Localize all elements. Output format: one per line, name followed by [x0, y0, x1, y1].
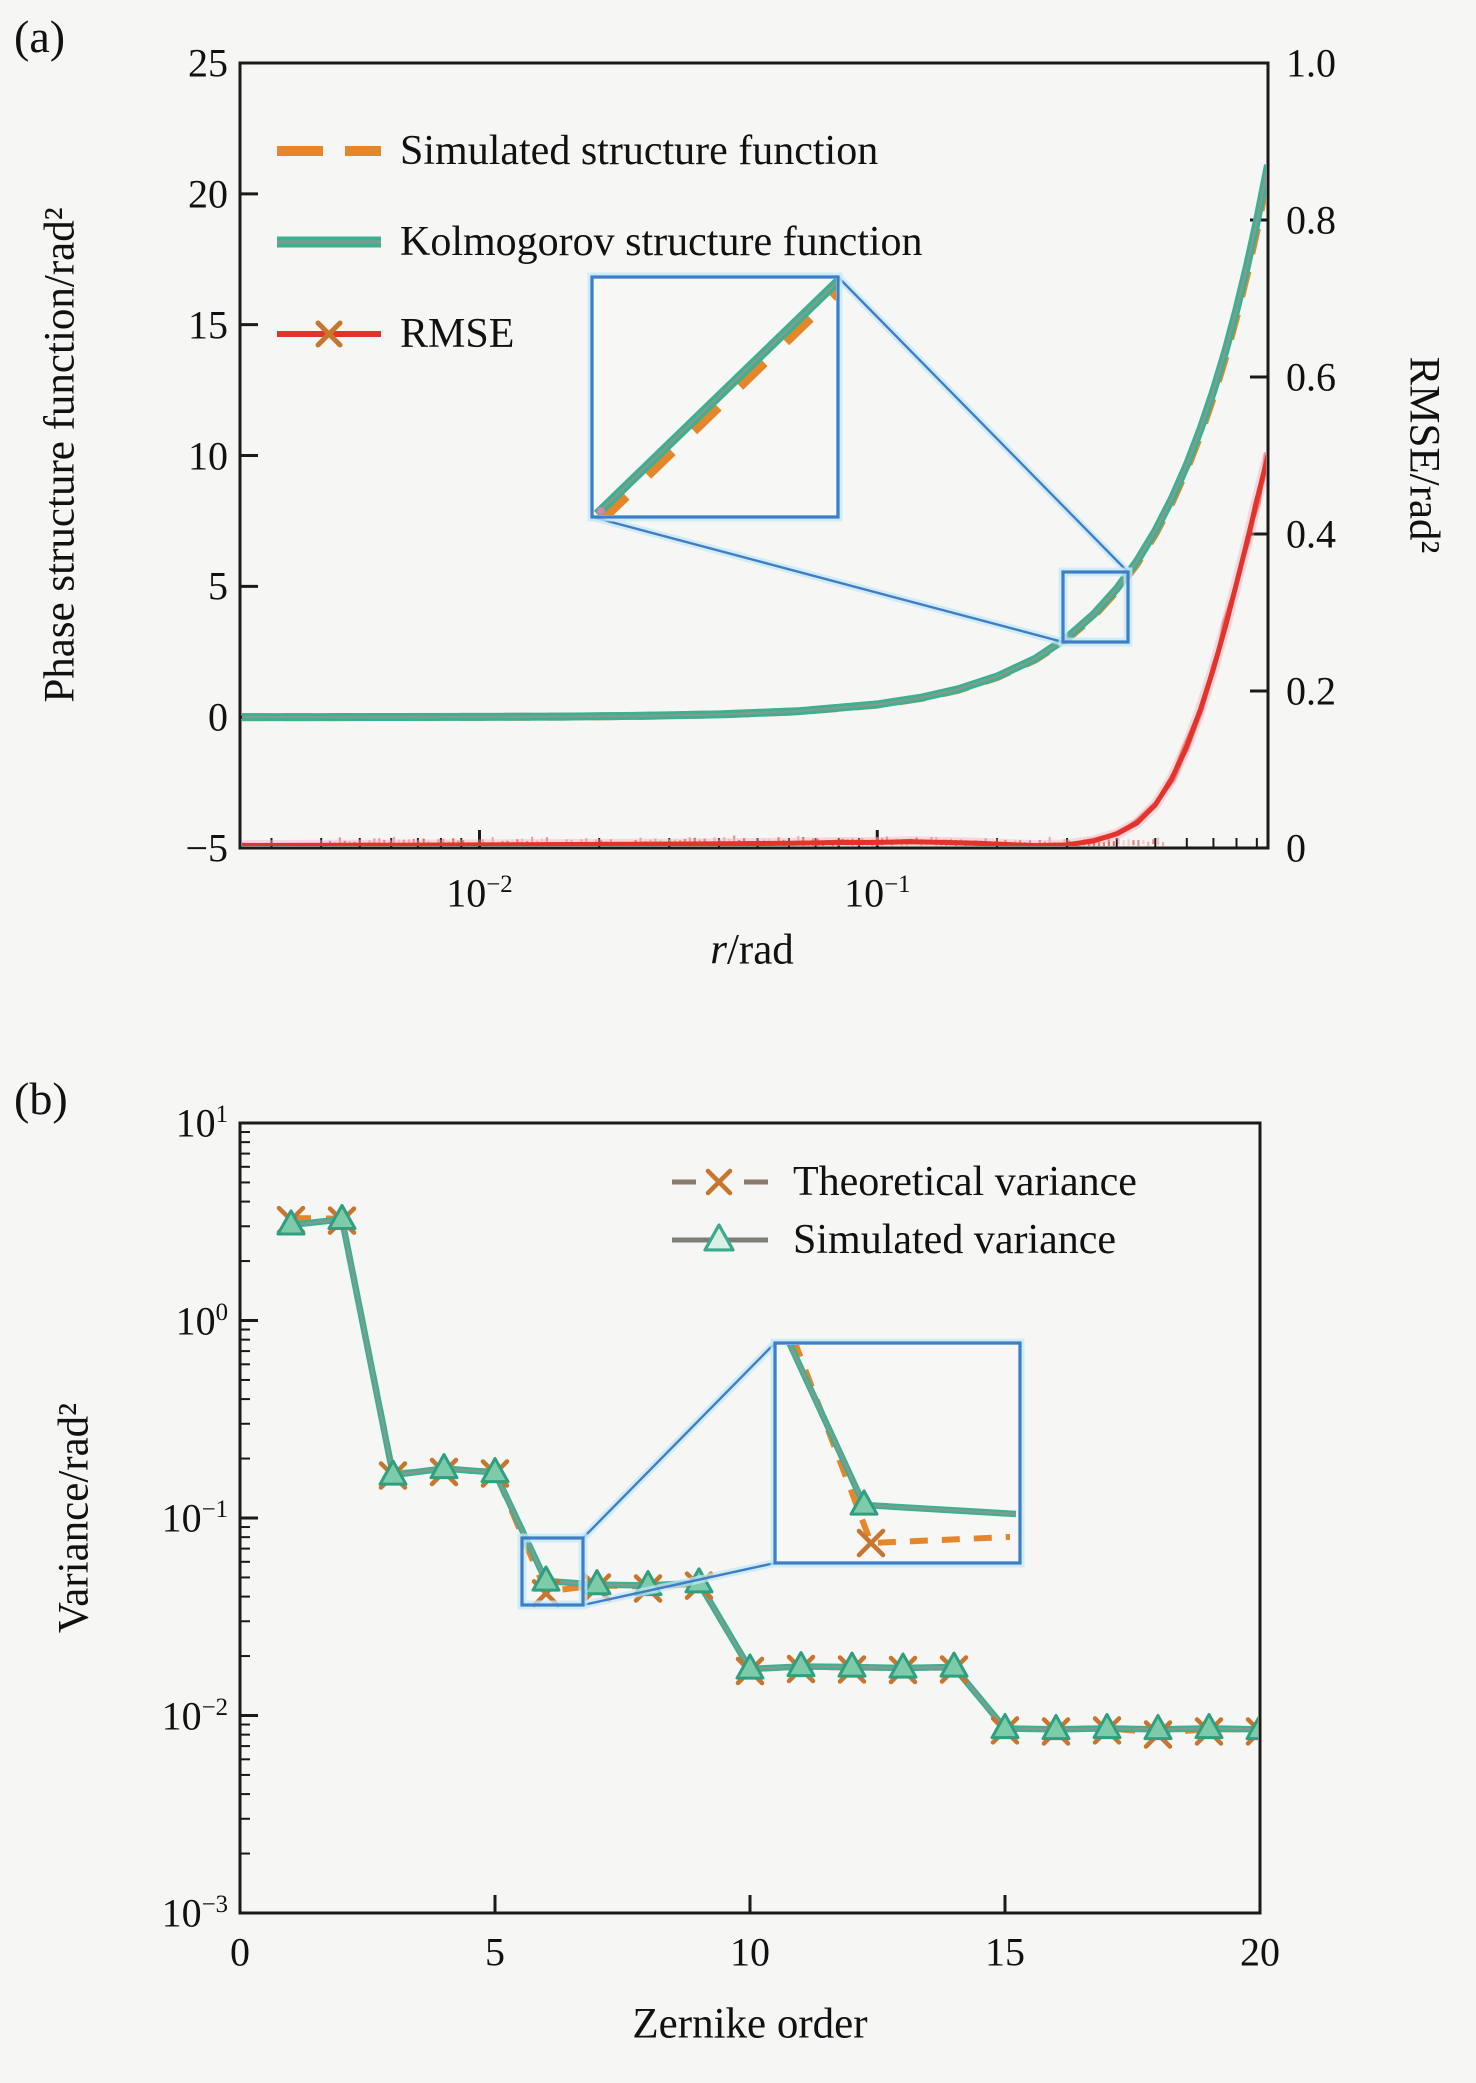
simulated-triangle-marker: [939, 1651, 969, 1678]
panel-b-xtick-label-3: 15: [985, 1929, 1025, 1975]
panel-b-ytick-label-2: 10−1: [161, 1495, 228, 1541]
panel-b-inset-box: [773, 1341, 1022, 1565]
theoretical-x-marker: [1245, 1717, 1258, 1733]
legend-a-x-marker-icon: [315, 320, 343, 348]
panel-a-ytick-label-left-6: −5: [185, 825, 228, 871]
panel-b-xtick-label-0: 0: [230, 1929, 250, 1975]
simulated-triangle-marker: [786, 1651, 816, 1678]
panel-a-ytick-label-right-1: 0.8: [1286, 197, 1336, 243]
simulated-triangle-marker: [1245, 1715, 1258, 1741]
panel-b-ylabel: Variance/rad²: [50, 1402, 98, 1634]
simulated-triangle-marker: [1041, 1713, 1071, 1741]
panel-a-zoom-linkage: [587, 272, 1133, 647]
simulated-triangle-marker: [1194, 1712, 1224, 1740]
panel-b-xtick-label-1: 5: [485, 1929, 505, 1975]
panel-a-series-layer: [242, 164, 1266, 846]
simulated-triangle-marker: [888, 1652, 918, 1679]
panel-a-xlabel-symbol: r: [710, 926, 727, 974]
panel-b-xlabel: Zernike order: [632, 2000, 868, 2048]
inset-a-speck: [597, 507, 605, 515]
panel-b-zoom-linkage: [517, 1338, 1025, 1610]
panel-b-connector-bottom: [582, 1561, 776, 1607]
panel-a-ytick-label-right-3: 0.4: [1286, 511, 1336, 557]
panel-b-ytick-label-4: 10−3: [161, 1890, 228, 1936]
simulated-triangle-marker: [480, 1456, 510, 1484]
panel-a-label: (a): [14, 11, 66, 62]
legend-a-item-1: Kolmogorov structure function: [400, 219, 923, 265]
panel-a-xtick-label-1: 10−1: [844, 870, 911, 916]
panel-b-plot: [238, 1121, 1262, 1915]
panel-a-xlabel-unit: /rad: [726, 926, 794, 974]
simulated-triangle-marker: [429, 1453, 459, 1480]
panel-a-connector-bottom: [591, 515, 1064, 644]
panel-a-ylabel-left: Phase structure function/rad²: [36, 207, 84, 703]
simulated-triangle-marker: [276, 1209, 306, 1236]
panel-b-ytick-label-0: 101: [175, 1100, 228, 1146]
panel-a-inset-content: [594, 279, 836, 515]
panel-b-xtick-label-2: 10: [730, 1929, 770, 1975]
panel-b-connector-top: [582, 1342, 776, 1539]
panel-a-inset-box: [590, 275, 840, 519]
rmse-curve: [242, 454, 1266, 846]
panel-b-ytick-label-3: 10−2: [161, 1693, 228, 1738]
simulated-triangle-marker: [990, 1712, 1020, 1740]
panel-b-xtick-label-4: 20: [1240, 1929, 1280, 1975]
legend-b-triangle-marker-icon: [703, 1223, 735, 1252]
simulated-triangle-marker: [582, 1569, 612, 1596]
legend-b-item-0: Theoretical variance: [793, 1159, 1137, 1205]
panel-a-source-box: [1061, 570, 1130, 644]
panel-a-ytick-label-left-1: 20: [188, 171, 228, 217]
inset-a-kolmogorov-core: [596, 281, 836, 515]
panel-b-legend-icons: [672, 1168, 768, 1252]
panel-a-connector-top: [837, 276, 1129, 573]
simulated-triangle-marker: [735, 1653, 765, 1680]
panel-a-plot: [238, 61, 1270, 850]
panel-a-xlabel: r/rad: [710, 926, 794, 975]
simulated-triangle-marker: [531, 1565, 561, 1592]
legend-b-item-1: Simulated variance: [793, 1217, 1117, 1263]
panel-a-ytick-label-left-0: 25: [188, 40, 228, 86]
panel-a-ytick-label-right-4: 0.2: [1286, 668, 1336, 714]
panel-a-ytick-label-left-5: 0: [208, 694, 228, 740]
simulated-triangle-marker: [378, 1459, 408, 1486]
inset-b-triangle-marker: [849, 1489, 879, 1516]
panel-a-xtick-label-0: 10−2: [446, 870, 513, 916]
legend-a-item-2: RMSE: [400, 311, 515, 357]
panel-b-source-box: [520, 1536, 585, 1607]
legend-a-item-0: Simulated structure function: [400, 128, 879, 174]
panel-b-inset-content: [777, 1345, 1018, 1561]
panel-a-ylabel-right: RMSE/rad²: [1400, 356, 1448, 554]
simulated-triangle-marker: [327, 1203, 357, 1231]
panel-b-ytick-label-1: 100: [175, 1298, 228, 1343]
panel-a-ytick-label-left-3: 10: [188, 433, 228, 478]
simulated-triangle-marker: [1092, 1712, 1122, 1740]
panel-a-ytick-label-left-4: 5: [208, 563, 228, 609]
inset-a-simulated-dashes: [600, 287, 836, 515]
simulated-triangle-marker: [1143, 1713, 1173, 1741]
panel-a-ytick-label-left-2: 15: [188, 302, 228, 348]
panel-b-ticks: [238, 1121, 1262, 1915]
panel-a-ytick-label-right-2: 0.6: [1286, 354, 1336, 400]
panel-a-ytick-label-right-5: 0: [1286, 825, 1306, 871]
inset-b-x-marker: [856, 1528, 886, 1558]
legend-b-x-marker-icon: [705, 1168, 733, 1196]
panel-b-label: (b): [14, 1073, 68, 1124]
panel-a-ytick-label-right-0: 1.0: [1286, 40, 1336, 86]
panel-a-legend-icons: [277, 146, 381, 348]
simulated-triangle-marker: [837, 1651, 867, 1678]
